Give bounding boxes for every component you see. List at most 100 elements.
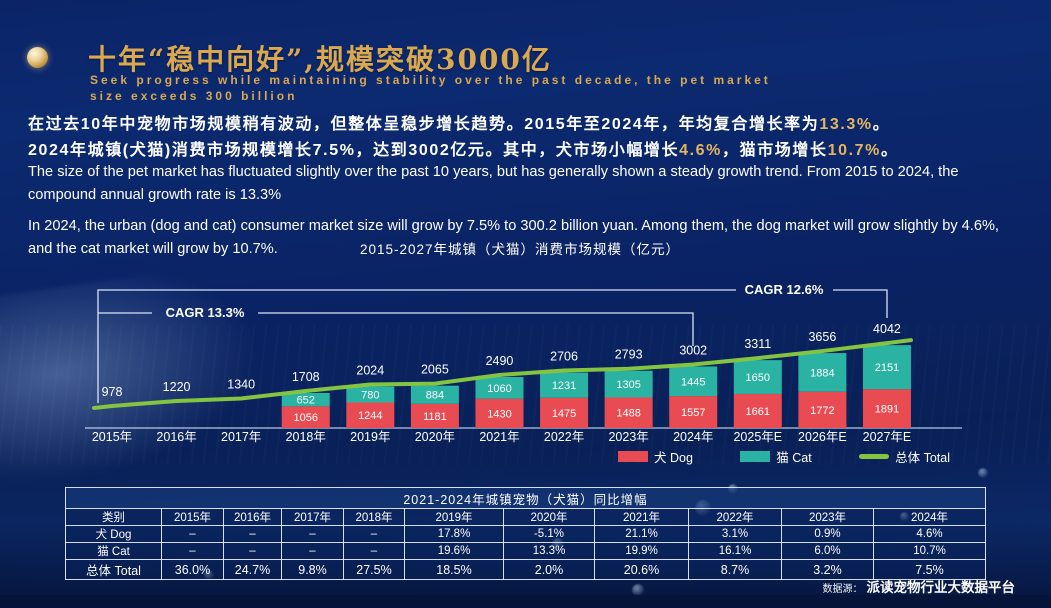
total-value-label: 2065 [421,363,449,377]
dog-value-label: 1430 [487,408,511,420]
bar-dog-segment [346,402,395,428]
table-row-label: 总体 Total [65,559,162,580]
table-cell: – [343,542,405,560]
intro-en-para2: In 2024, the urban (dog and cat) consume… [28,218,999,257]
cat-value-label: 1445 [681,376,705,388]
cn-line1-period: 。 [872,116,891,133]
cn-line1-highlight: 13.3% [819,116,873,133]
table-cell: 21.1% [594,525,689,543]
cagr-left-bracket [98,312,694,346]
table-row-label: 犬 Dog [65,525,162,543]
x-axis-label: 2021年 [479,430,519,444]
total-value-label: 2706 [550,350,578,364]
legend-total: 总体 Total [859,447,950,466]
table-cell: 9.8% [281,559,344,580]
chart-title: 2015-2027年城镇（犬猫）消费市场规模（亿元） [359,242,681,257]
total-value-label: 3311 [744,337,771,351]
x-axis-label: 2024年 [673,430,713,444]
dog-value-label: 1181 [423,411,447,423]
total-value-label: 3002 [679,343,707,357]
x-axis-label: 2022年 [544,430,584,444]
legend-cat: 猫 Cat [740,447,812,466]
table-column-header: 2019年 [404,508,504,526]
table-cell: – [161,525,224,543]
cat-color-swatch-icon [740,451,771,462]
cagr-right-bracket [97,289,888,403]
bar-cat-segment [410,385,459,404]
table-column-header: 2015年 [161,508,224,526]
data-source-label: 数据源： [822,584,863,595]
bar-dog-segment [669,396,718,428]
bar-cat-segment [540,372,589,398]
table-column-header: 2022年 [688,508,782,526]
cat-value-label: 884 [426,390,444,402]
x-axis-label: 2027年E [863,430,912,444]
cagr-right-label: CAGR 12.6% [745,282,824,297]
cn-line2-mid-text: ，猫市场增长 [722,142,828,159]
cn-line1-text: 在过去10年中宠物市场规模稍有波动，但整体呈稳步增长趋势。2015年至2024年… [28,116,820,133]
table-column-header: 2016年 [223,508,282,526]
dog-color-swatch-icon [618,451,648,462]
table-cell: 10.7% [872,542,987,560]
dog-value-label: 1557 [681,407,705,419]
bottom-bar [0,595,1051,608]
bar-cat-segment [862,345,911,390]
cn-line2-highlight-dog: 4.6% [679,142,722,159]
intro-en-para1: The size of the pet market has fluctuate… [28,164,959,203]
dog-value-label: 1661 [746,406,770,418]
x-axis-label: 2019年 [350,430,390,444]
bar-cat-segment [604,370,653,398]
bar-dog-segment [281,406,330,428]
table-column-header: 2018年 [343,508,405,526]
dog-value-label: 1244 [358,410,382,422]
bar-dog-segment [798,391,847,428]
total-line [92,338,913,410]
table-cell: 17.8% [404,525,504,543]
cn-line2-text: 2024年城镇(犬猫)消费市场规模增长7.5%，达到3002亿元。其中，犬市场小… [28,142,680,159]
total-value-label: 2490 [486,354,514,368]
total-value-label: 978 [102,385,123,399]
bar-cat-segment [346,386,395,403]
table-row: 总体 Total 36.0% 24.7% 9.8% 27.5% 18.5% 2.0% 20.6… [65,559,987,580]
table-cell: – [223,525,282,543]
legend-total-label: 总体 Total [895,451,950,465]
table-row-label: 猫 Cat [65,542,162,560]
table-cell: -5.1% [503,525,595,543]
x-axis-label: 2016年 [156,430,196,444]
table-cell: 19.9% [594,542,689,560]
cat-value-label: 1305 [616,379,640,391]
bar-cat-segment [475,376,524,399]
bar-dog-segment [604,397,653,428]
table-cell: 7.5% [872,559,987,580]
total-value-label: 2793 [615,348,643,362]
cat-value-label: 1231 [552,380,576,392]
table-cell: – [161,542,224,560]
table-column-header: 2020年 [503,508,595,526]
total-value-label: 3656 [808,330,836,344]
x-axis-label: 2026年E [798,430,847,444]
table-cell: – [281,525,344,543]
table-column-header: 类别 [65,508,162,526]
bar-dog-segment [862,389,911,428]
dog-value-label: 1488 [616,408,640,420]
x-axis-label: 2018年 [286,430,326,444]
table-cell: 2.0% [503,559,595,580]
table-cell: 6.0% [781,542,874,560]
table-cell: 3.2% [781,559,874,580]
total-value-label: 4042 [873,322,901,336]
table-cell: 19.6% [404,542,504,560]
legend-cat-label: 猫 Cat [776,451,812,465]
table-row: 犬 Dog – – – –17.8% -5.1% 21.1% 3.1% 0.9% 4.6% [65,525,987,543]
table-cell: 0.9% [781,525,874,543]
total-value-label: 2024 [356,364,384,378]
table-column-header: 2017年 [281,508,344,526]
x-axis-label: 2015年 [92,430,132,444]
intro-chinese: 在过去10年中宠物市场规模稍有波动，但整体呈稳步增长趋势。2015年至2024年… [28,112,1028,164]
cat-value-label: 1060 [487,383,511,395]
table-cell: 8.7% [688,559,782,580]
bar-dog-segment [410,403,459,428]
table-column-header: 2024年 [872,508,987,526]
cat-value-label: 780 [361,390,379,402]
